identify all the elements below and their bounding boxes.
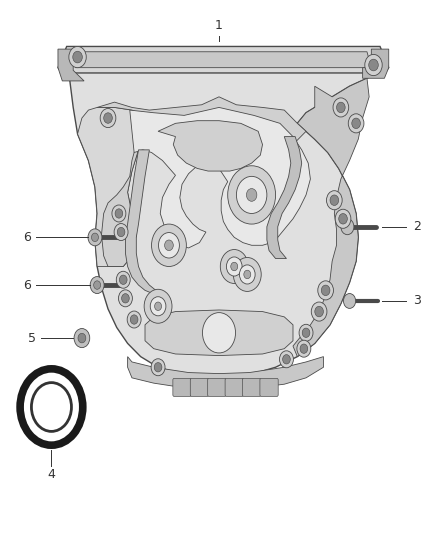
Circle shape xyxy=(311,302,327,321)
Circle shape xyxy=(118,290,132,307)
Circle shape xyxy=(226,257,242,276)
Circle shape xyxy=(237,176,267,214)
Circle shape xyxy=(78,333,86,343)
Circle shape xyxy=(300,344,308,353)
Circle shape xyxy=(144,289,172,323)
Circle shape xyxy=(336,102,345,112)
Polygon shape xyxy=(75,52,371,68)
Circle shape xyxy=(299,324,313,341)
Circle shape xyxy=(321,285,330,296)
Polygon shape xyxy=(127,357,323,390)
Polygon shape xyxy=(145,310,293,356)
Circle shape xyxy=(117,228,125,237)
Circle shape xyxy=(73,51,82,63)
Circle shape xyxy=(154,362,162,372)
Text: 5: 5 xyxy=(28,332,36,344)
FancyBboxPatch shape xyxy=(260,378,278,397)
Circle shape xyxy=(114,223,128,240)
Polygon shape xyxy=(97,97,306,266)
Circle shape xyxy=(339,214,347,224)
Circle shape xyxy=(151,359,165,376)
Circle shape xyxy=(90,277,104,294)
Circle shape xyxy=(155,302,162,311)
Polygon shape xyxy=(363,49,389,78)
Circle shape xyxy=(92,233,99,241)
Circle shape xyxy=(115,209,123,218)
Circle shape xyxy=(165,240,173,251)
Circle shape xyxy=(335,209,351,228)
FancyBboxPatch shape xyxy=(190,378,208,397)
Circle shape xyxy=(333,98,349,117)
Text: 3: 3 xyxy=(413,294,421,308)
Circle shape xyxy=(348,114,364,133)
Circle shape xyxy=(69,46,86,68)
Circle shape xyxy=(116,271,130,288)
Circle shape xyxy=(369,59,378,71)
FancyBboxPatch shape xyxy=(208,378,226,397)
Circle shape xyxy=(88,229,102,246)
Circle shape xyxy=(152,224,186,266)
Circle shape xyxy=(352,118,360,128)
Circle shape xyxy=(127,311,141,328)
Polygon shape xyxy=(267,136,302,259)
Circle shape xyxy=(120,275,127,285)
Circle shape xyxy=(318,281,333,300)
Circle shape xyxy=(94,281,101,289)
Circle shape xyxy=(297,340,311,357)
Polygon shape xyxy=(58,46,389,73)
Circle shape xyxy=(104,113,112,123)
Circle shape xyxy=(150,297,166,316)
Circle shape xyxy=(315,306,323,317)
Circle shape xyxy=(343,294,356,309)
Circle shape xyxy=(202,313,236,353)
Circle shape xyxy=(20,369,83,445)
Polygon shape xyxy=(125,150,162,293)
Polygon shape xyxy=(293,78,369,357)
Polygon shape xyxy=(130,108,311,248)
Circle shape xyxy=(244,270,251,279)
Text: 6: 6 xyxy=(24,231,32,244)
Polygon shape xyxy=(58,49,84,81)
FancyBboxPatch shape xyxy=(173,378,191,397)
Circle shape xyxy=(130,315,138,324)
FancyBboxPatch shape xyxy=(225,378,244,397)
Circle shape xyxy=(220,249,248,284)
Circle shape xyxy=(228,166,276,224)
Circle shape xyxy=(233,257,261,292)
FancyBboxPatch shape xyxy=(243,378,261,397)
Text: 1: 1 xyxy=(215,19,223,32)
Circle shape xyxy=(279,351,293,368)
Circle shape xyxy=(326,191,342,210)
Circle shape xyxy=(247,189,257,201)
Circle shape xyxy=(302,328,310,337)
Polygon shape xyxy=(78,108,149,266)
Circle shape xyxy=(330,195,339,205)
Circle shape xyxy=(283,354,290,364)
Circle shape xyxy=(112,205,126,222)
Circle shape xyxy=(100,109,116,127)
Text: 6: 6 xyxy=(24,279,32,292)
Text: 4: 4 xyxy=(47,468,55,481)
Circle shape xyxy=(122,294,129,303)
Circle shape xyxy=(74,328,90,348)
Circle shape xyxy=(365,54,382,76)
Circle shape xyxy=(159,232,180,258)
Text: 2: 2 xyxy=(413,220,421,233)
Circle shape xyxy=(231,262,238,271)
Circle shape xyxy=(341,219,354,235)
Circle shape xyxy=(240,265,255,284)
Polygon shape xyxy=(69,70,385,379)
Polygon shape xyxy=(158,120,262,171)
Circle shape xyxy=(32,383,71,431)
